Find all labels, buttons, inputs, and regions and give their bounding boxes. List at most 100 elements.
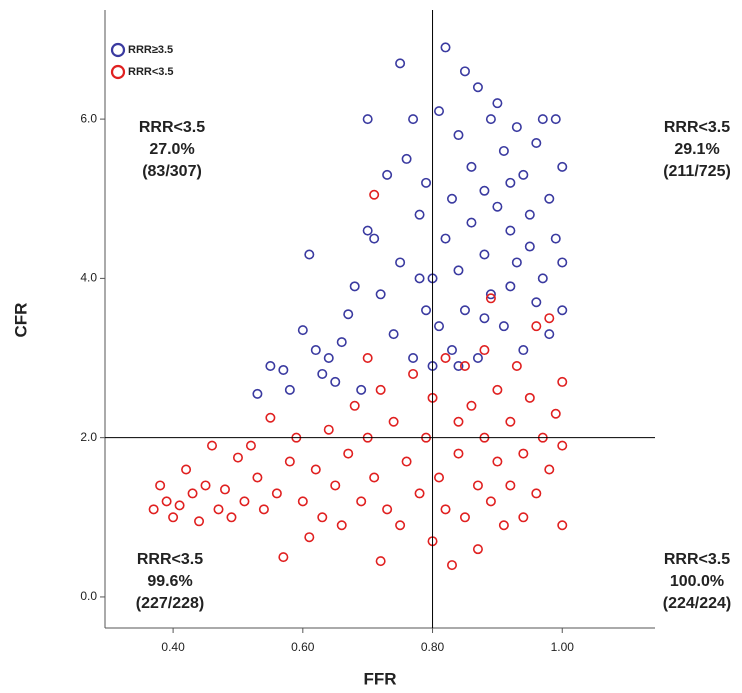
data-point [421,305,432,316]
data-point [537,273,548,284]
data-point [434,472,445,483]
data-point [362,225,373,236]
data-point [408,368,419,379]
data-point [284,384,295,395]
data-point [557,376,568,387]
data-point [492,98,503,109]
data-point [459,360,470,371]
data-point [388,329,399,340]
data-point [434,321,445,332]
data-point [181,464,192,475]
data-point [232,452,243,463]
data-point [498,321,509,332]
data-point [226,512,237,523]
data-point [258,504,269,515]
data-point [375,384,386,395]
data-point [524,241,535,252]
data-point [265,412,276,423]
quadrant-annotation: 99.6% [147,573,192,590]
data-point [304,532,315,543]
data-point [434,106,445,117]
data-point [349,281,360,292]
data-point [557,257,568,268]
legend-label: RRR<3.5 [128,66,174,78]
data-point [271,488,282,499]
quadrant-annotation: 100.0% [670,573,724,590]
data-point [194,516,205,527]
data-point [207,440,218,451]
data-point [310,345,321,356]
data-point [524,392,535,403]
data-point [472,480,483,491]
data-point [466,400,477,411]
data-point [369,189,380,200]
data-point [343,309,354,320]
data-point [362,114,373,125]
data-point [505,416,516,427]
data-point [472,544,483,555]
quadrant-annotation: (83/307) [142,163,202,180]
quadrant-annotation: 29.1% [674,141,719,158]
y-tick-label: 4.0 [80,271,97,285]
quadrant-annotation: RRR<3.5 [664,119,730,136]
data-point [485,114,496,125]
data-point [505,281,516,292]
x-tick-label: 1.00 [551,640,575,654]
data-point [401,456,412,467]
data-point [265,360,276,371]
data-point [362,353,373,364]
quadrant-annotation: (211/725) [663,163,731,180]
data-point [550,114,561,125]
data-point [472,82,483,93]
data-point [440,504,451,515]
data-point [297,325,308,336]
data-point [239,496,250,507]
data-point [187,488,198,499]
data-point [414,273,425,284]
data-point [557,161,568,172]
data-point [479,185,490,196]
data-point [453,265,464,276]
data-point [531,321,542,332]
data-point [531,488,542,499]
data-point [408,353,419,364]
data-point [310,464,321,475]
data-point [505,177,516,188]
y-axis-title: CFR [11,303,30,338]
data-point [284,456,295,467]
data-point [544,313,555,324]
data-point [323,353,334,364]
data-point [453,360,464,371]
quadrant-annotation: (224/224) [663,595,732,612]
data-point [511,360,522,371]
data-point [213,504,224,515]
data-point [453,448,464,459]
data-point [401,153,412,164]
data-point [459,305,470,316]
data-point [421,177,432,188]
y-tick-label: 0.0 [80,589,97,603]
data-point [492,384,503,395]
data-point [317,512,328,523]
data-point [479,249,490,260]
data-point [518,448,529,459]
data-point [498,520,509,531]
data-point [343,448,354,459]
y-tick-label: 2.0 [80,430,97,444]
data-point [148,504,159,515]
quadrant-annotation: RRR<3.5 [137,551,203,568]
data-point [544,193,555,204]
data-point [459,512,470,523]
data-point [485,293,496,304]
data-point [511,257,522,268]
data-point [531,297,542,308]
data-point [518,345,529,356]
data-point [168,512,179,523]
data-point [395,257,406,268]
data-point [414,488,425,499]
data-point [459,66,470,77]
quadrant-annotation: 27.0% [149,141,194,158]
data-point [200,480,211,491]
data-point [336,337,347,348]
